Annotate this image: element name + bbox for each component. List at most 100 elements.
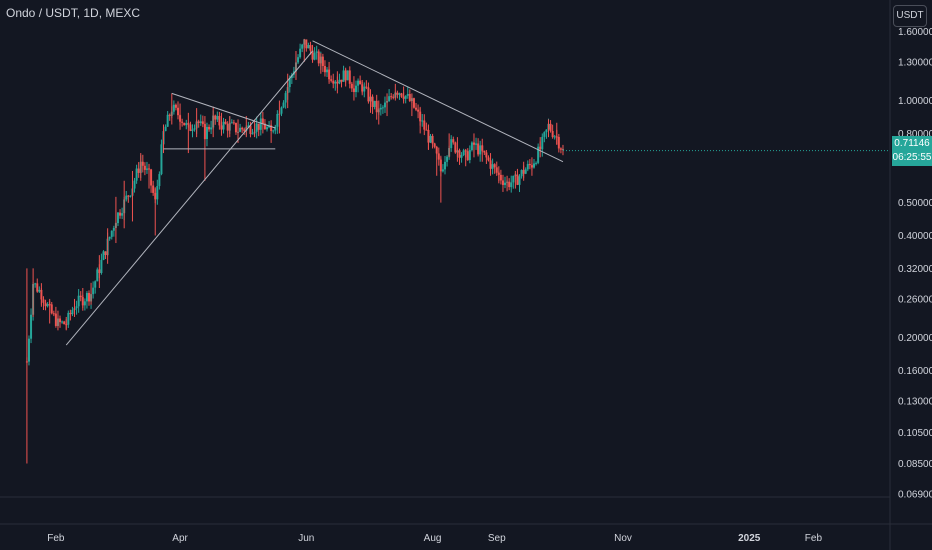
candle bbox=[214, 114, 217, 125]
candle bbox=[466, 148, 469, 161]
candle bbox=[510, 175, 513, 193]
candle bbox=[71, 306, 74, 317]
trendline[interactable] bbox=[312, 40, 564, 163]
price-tick-label: 0.80000 bbox=[898, 129, 932, 140]
candle bbox=[545, 129, 548, 139]
candle bbox=[400, 92, 403, 98]
candle bbox=[247, 121, 250, 128]
candle bbox=[152, 180, 155, 196]
candle bbox=[429, 133, 432, 144]
candle bbox=[415, 102, 418, 112]
candle bbox=[433, 142, 436, 149]
candle bbox=[392, 94, 395, 100]
candle bbox=[79, 291, 82, 302]
candle bbox=[458, 148, 461, 165]
candle bbox=[444, 155, 446, 175]
candle bbox=[332, 73, 335, 89]
candle bbox=[44, 299, 47, 311]
candle bbox=[499, 169, 502, 185]
candle bbox=[553, 134, 556, 140]
candle bbox=[425, 122, 428, 131]
time-tick-label: Jun bbox=[298, 533, 314, 544]
candle bbox=[251, 128, 254, 135]
candle bbox=[255, 116, 258, 139]
candle bbox=[431, 133, 434, 149]
candle bbox=[315, 45, 318, 60]
candle bbox=[543, 131, 546, 143]
candle bbox=[88, 290, 90, 306]
candle bbox=[177, 101, 179, 120]
candle bbox=[143, 162, 146, 176]
candle bbox=[479, 140, 482, 162]
candle bbox=[441, 164, 444, 173]
candle bbox=[75, 300, 78, 315]
candle bbox=[334, 80, 337, 91]
candle bbox=[199, 114, 202, 126]
candle bbox=[326, 67, 329, 77]
candle bbox=[359, 75, 362, 85]
candle bbox=[54, 306, 57, 328]
candle bbox=[158, 171, 161, 190]
time-axis[interactable]: Feb Apr Jun Aug Sep Nov 2025 Feb bbox=[47, 533, 822, 544]
candle bbox=[77, 289, 80, 313]
candle bbox=[470, 141, 473, 152]
candle bbox=[100, 253, 103, 275]
candle bbox=[446, 155, 449, 167]
candle bbox=[350, 81, 353, 92]
candle bbox=[119, 209, 122, 219]
price-tick-label: 0.13000 bbox=[898, 396, 932, 407]
price-tick-label: 0.08500 bbox=[898, 459, 932, 470]
candle bbox=[524, 167, 527, 175]
candle bbox=[230, 119, 233, 124]
candle bbox=[69, 309, 72, 321]
currency-selector-button[interactable]: USDT bbox=[893, 5, 927, 27]
candle bbox=[92, 281, 95, 299]
price-tick-label: 0.26000 bbox=[898, 294, 932, 305]
candle bbox=[61, 320, 64, 324]
candle bbox=[185, 119, 188, 130]
candle bbox=[30, 308, 33, 344]
candle bbox=[224, 118, 227, 125]
candle bbox=[373, 100, 376, 110]
candle bbox=[94, 280, 97, 294]
candle bbox=[218, 111, 221, 130]
price-tick-label: 0.16000 bbox=[898, 366, 932, 377]
candle bbox=[96, 267, 99, 282]
current-price-tag: 0.71146 06:25:55 bbox=[892, 135, 932, 166]
trendline[interactable] bbox=[171, 92, 276, 129]
candle bbox=[197, 119, 200, 128]
candle bbox=[280, 106, 283, 117]
candle bbox=[437, 147, 440, 166]
candle bbox=[52, 310, 55, 317]
candle bbox=[110, 230, 113, 240]
candle bbox=[317, 49, 320, 67]
candle bbox=[491, 158, 494, 175]
candle bbox=[346, 70, 349, 81]
candle bbox=[537, 143, 540, 165]
time-tick-label: Feb bbox=[47, 533, 65, 544]
price-axis[interactable]: 1.60000 1.30000 1.00000 0.80000 0.50000 0.400… bbox=[898, 27, 932, 501]
time-tick-label: Nov bbox=[614, 533, 632, 544]
price-tick-label: 1.60000 bbox=[898, 27, 932, 38]
candle bbox=[557, 133, 560, 153]
candle bbox=[526, 160, 529, 172]
candle bbox=[305, 39, 308, 52]
candle bbox=[27, 335, 30, 366]
candle bbox=[274, 124, 277, 135]
candle bbox=[135, 164, 138, 184]
candle bbox=[189, 121, 192, 132]
candle bbox=[232, 119, 235, 125]
trendline[interactable] bbox=[65, 50, 313, 346]
candle bbox=[301, 43, 304, 53]
candle bbox=[330, 75, 333, 83]
candle bbox=[406, 87, 409, 99]
candle bbox=[512, 175, 515, 189]
candle bbox=[487, 155, 490, 162]
candle bbox=[205, 122, 208, 147]
plot-area[interactable] bbox=[25, 38, 890, 464]
candle bbox=[116, 211, 119, 227]
candle bbox=[528, 159, 531, 170]
price-tick-label: 1.30000 bbox=[898, 57, 932, 68]
candle bbox=[59, 315, 62, 328]
